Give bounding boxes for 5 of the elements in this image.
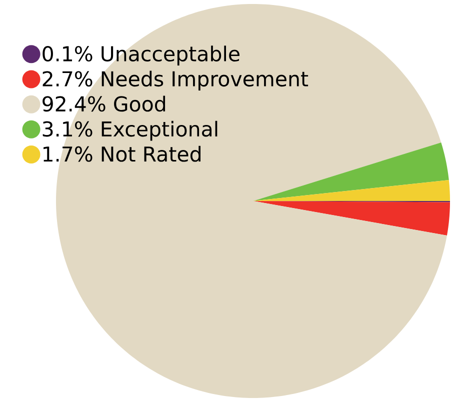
legend-label: 2.7% Needs Improvement	[42, 70, 308, 91]
legend-label: 1.7% Not Rated	[44, 146, 200, 162]
legend-label: 92.4% Good	[42, 96, 166, 112]
legend-label: 0.1% Unacceptable	[42, 46, 240, 66]
legend-label: 3.1% Exceptional	[42, 120, 218, 141]
